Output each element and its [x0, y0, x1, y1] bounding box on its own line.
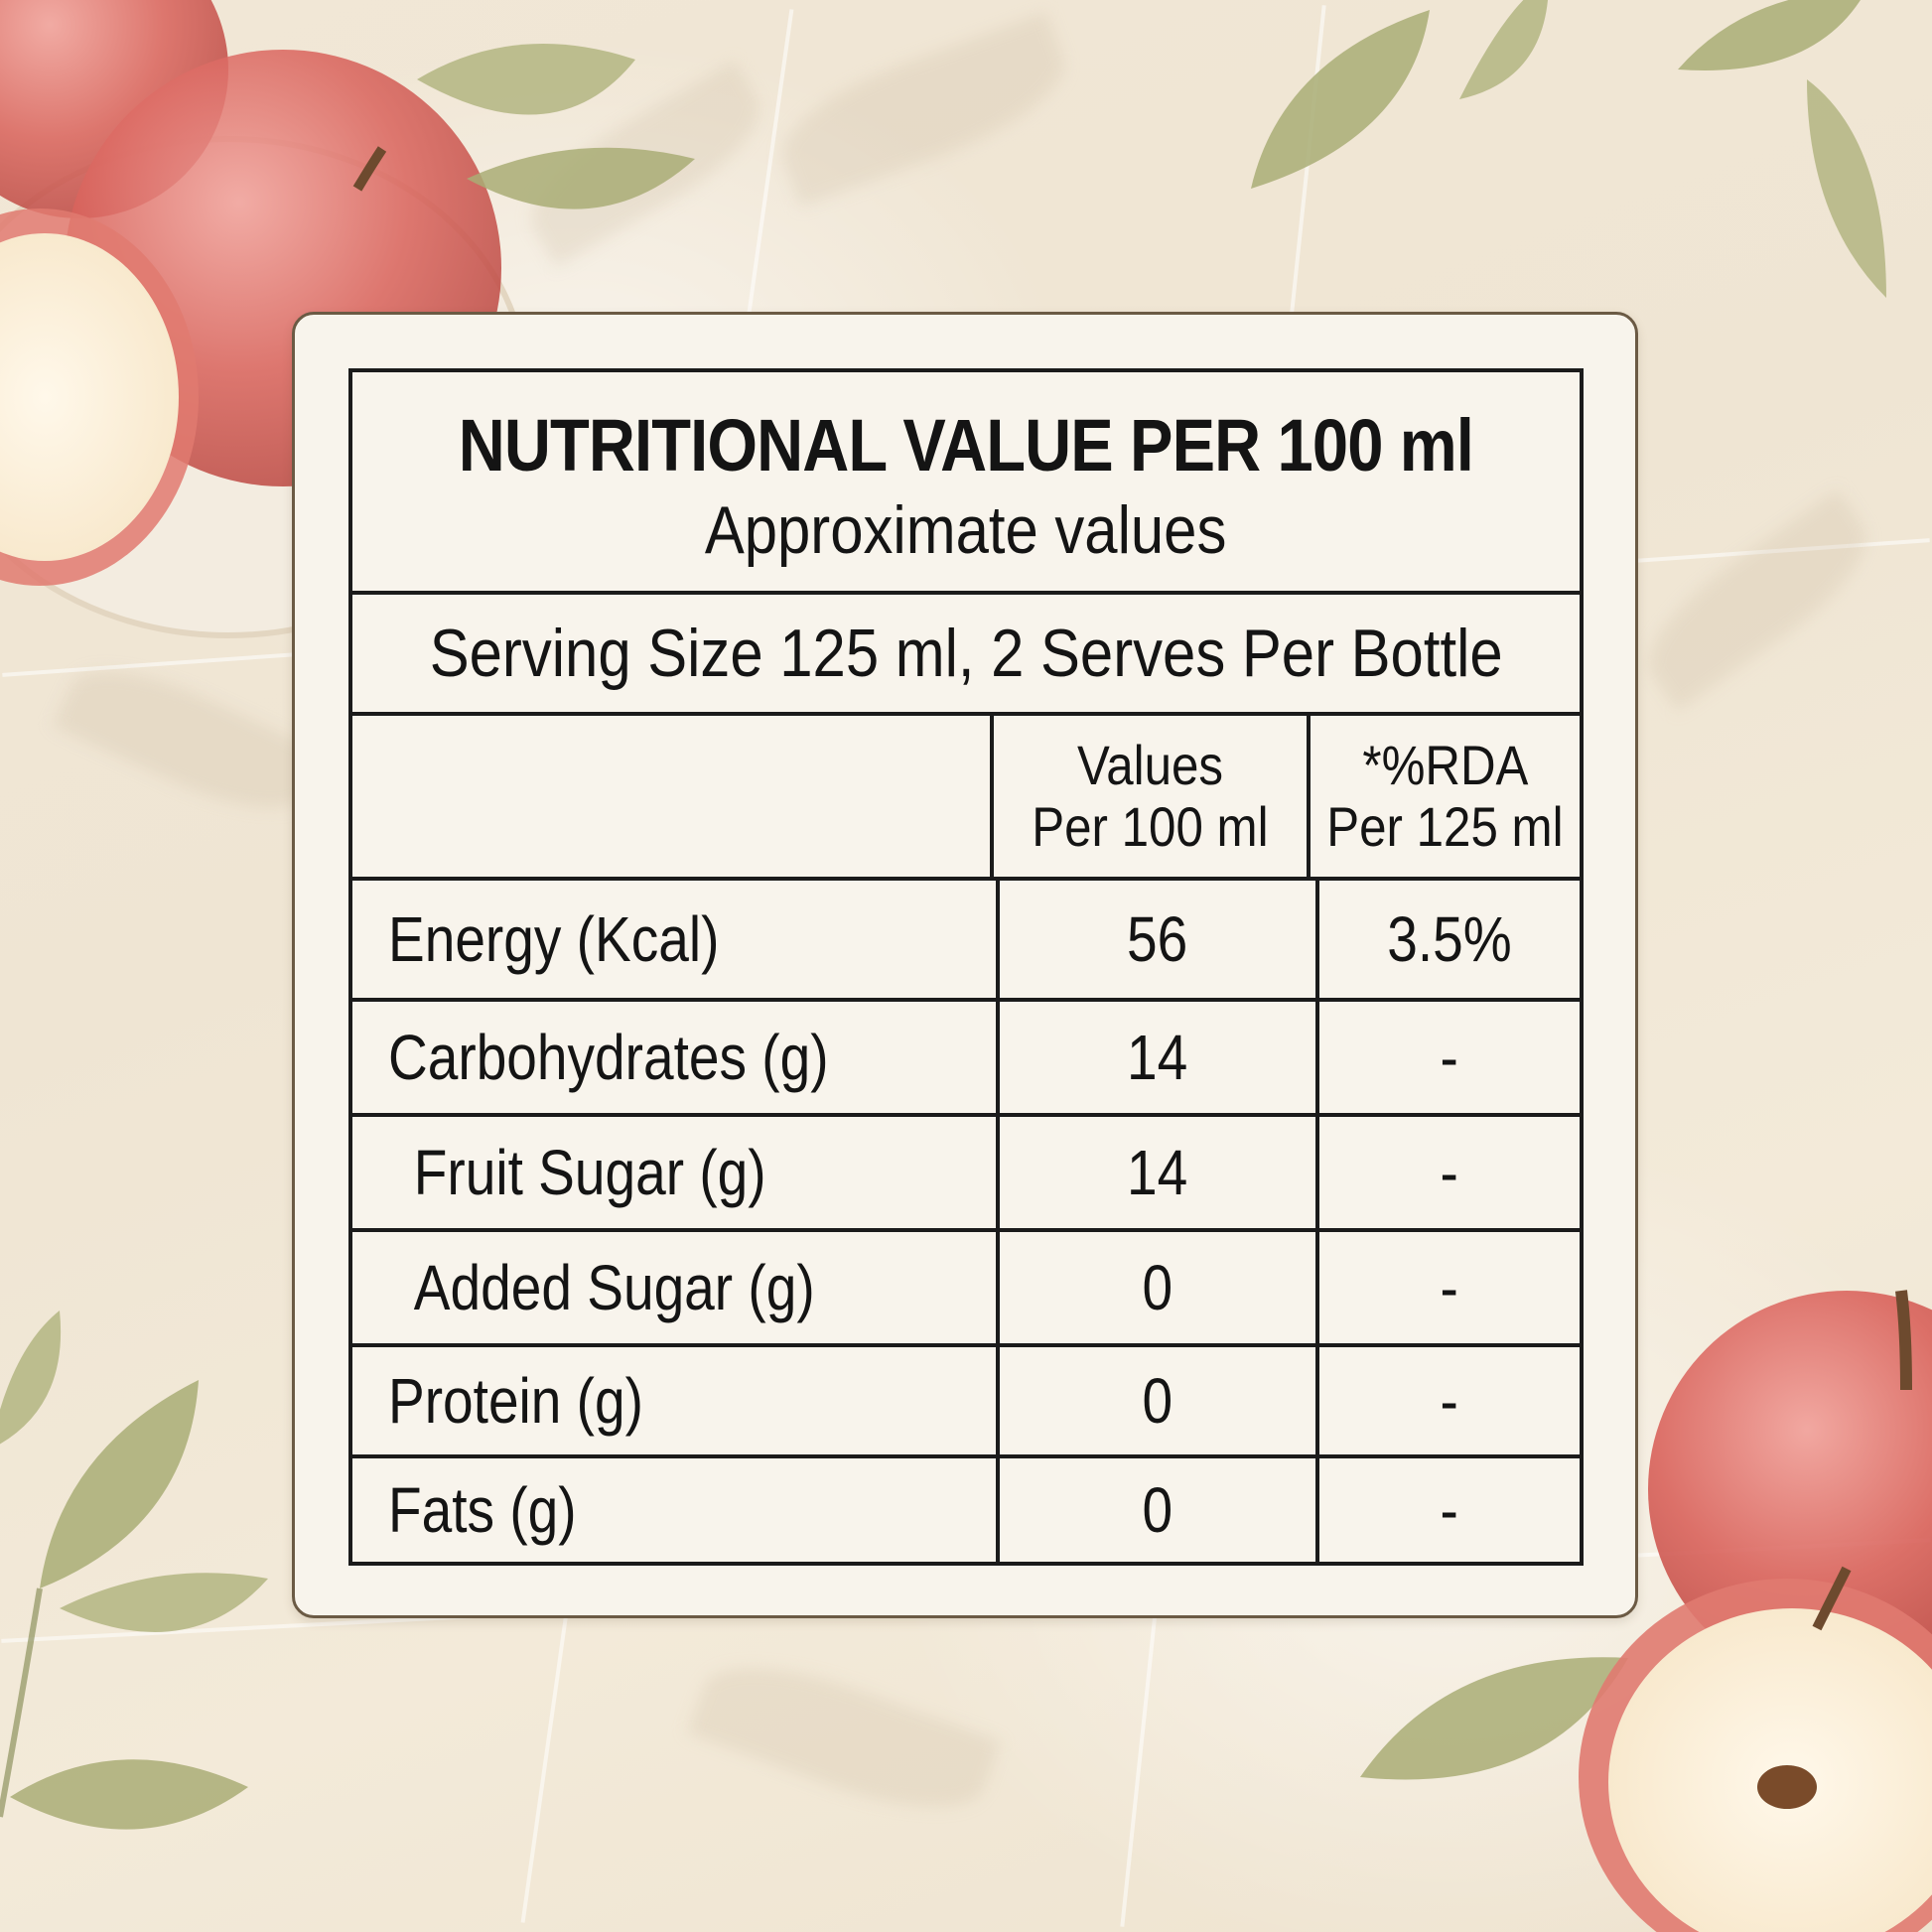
apple-icon — [1648, 1290, 1932, 1688]
nutrient-rda-cell: 3.5% — [1319, 881, 1580, 998]
nutrition-table: NUTRITIONAL VALUE PER 100 ml Approximate… — [348, 368, 1584, 1566]
header-cell-rda: *%RDA Per 125 ml — [1311, 716, 1580, 877]
nutrient-name-cell: Fruit Sugar (g) — [352, 1117, 1000, 1228]
nutrient-value: 0 — [1142, 1252, 1173, 1323]
nutrient-rda-cell: - — [1319, 1458, 1580, 1562]
apple-half-icon — [1579, 1566, 1932, 1932]
nutrient-value-cell: 14 — [1000, 1117, 1319, 1228]
header-row: Values Per 100 ml *%RDA Per 125 ml — [352, 712, 1580, 877]
header-values-line1: Values — [1077, 734, 1224, 796]
label-subtitle: Approximate values — [705, 491, 1227, 568]
header-cell-empty — [352, 716, 995, 877]
nutrient-name: Fruit Sugar (g) — [413, 1137, 766, 1208]
nutrient-name-cell: Protein (g) — [352, 1347, 1000, 1454]
nutrient-value-cell: 14 — [1000, 1002, 1319, 1113]
nutrient-name-cell: Energy (Kcal) — [352, 881, 1000, 998]
nutrient-value: 14 — [1127, 1137, 1188, 1208]
nutrient-name: Carbohydrates (g) — [388, 1022, 829, 1093]
nutrient-rda: 3.5% — [1387, 903, 1512, 975]
header-cell-values: Values Per 100 ml — [994, 716, 1311, 877]
table-row: Added Sugar (g) 0 - — [352, 1228, 1580, 1343]
nutrient-value-cell: 0 — [1000, 1232, 1319, 1343]
table-row: Carbohydrates (g) 14 - — [352, 998, 1580, 1113]
nutrient-name-cell: Fats (g) — [352, 1458, 1000, 1562]
nutrient-name: Energy (Kcal) — [388, 903, 720, 975]
nutrient-value: 0 — [1142, 1474, 1173, 1546]
serving-row: Serving Size 125 ml, 2 Serves Per Bottle — [352, 591, 1580, 712]
nutrient-rda: - — [1440, 1365, 1459, 1437]
nutrient-rda-cell: - — [1319, 1347, 1580, 1454]
serving-text: Serving Size 125 ml, 2 Serves Per Bottle — [429, 616, 1503, 691]
leaf-icon — [0, 1311, 268, 1830]
nutrient-value: 56 — [1127, 903, 1188, 975]
nutrient-value-cell: 0 — [1000, 1458, 1319, 1562]
nutrient-rda: - — [1440, 1022, 1459, 1093]
apple-half-icon — [0, 208, 199, 586]
title-block: NUTRITIONAL VALUE PER 100 ml Approximate… — [352, 372, 1580, 591]
header-rda-line2: Per 125 ml — [1326, 795, 1564, 858]
table-row: Fruit Sugar (g) 14 - — [352, 1113, 1580, 1228]
label-title: NUTRITIONAL VALUE PER 100 ml — [458, 403, 1474, 486]
table-row: Fats (g) 0 - — [352, 1454, 1580, 1562]
leaf-icon — [1360, 1657, 1628, 1780]
nutrient-value-cell: 0 — [1000, 1347, 1319, 1454]
nutrient-name: Fats (g) — [388, 1474, 577, 1546]
nutrient-value: 0 — [1142, 1365, 1173, 1437]
header-rda-line1: *%RDA — [1362, 734, 1529, 796]
nutrient-rda-cell: - — [1319, 1117, 1580, 1228]
nutrient-rda-cell: - — [1319, 1002, 1580, 1113]
nutrient-value-cell: 56 — [1000, 881, 1319, 998]
nutrient-rda-cell: - — [1319, 1232, 1580, 1343]
table-row: Protein (g) 0 - — [352, 1343, 1580, 1454]
nutrient-rda: - — [1440, 1137, 1459, 1208]
leaf-icon — [1251, 0, 1886, 298]
nutrient-rda: - — [1440, 1252, 1459, 1323]
leaf-icon — [417, 44, 695, 209]
nutrition-label-card: NUTRITIONAL VALUE PER 100 ml Approximate… — [292, 312, 1638, 1618]
nutrient-name: Added Sugar (g) — [413, 1252, 815, 1323]
nutrient-value: 14 — [1127, 1022, 1188, 1093]
table-row: Energy (Kcal) 56 3.5% — [352, 877, 1580, 998]
nutrient-rda: - — [1440, 1474, 1459, 1546]
nutrient-name: Protein (g) — [388, 1365, 643, 1437]
header-values-line2: Per 100 ml — [1032, 795, 1269, 858]
nutrient-name-cell: Carbohydrates (g) — [352, 1002, 1000, 1113]
nutrient-name-cell: Added Sugar (g) — [352, 1232, 1000, 1343]
